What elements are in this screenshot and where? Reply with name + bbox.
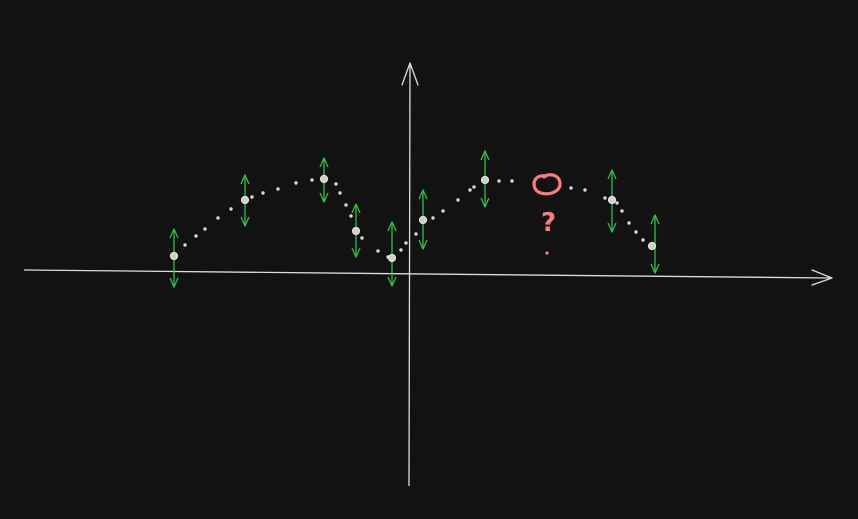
curve-dot [431, 216, 435, 220]
error-arrow-head-down [607, 222, 617, 233]
error-arrow-head-down [418, 239, 428, 250]
curve-dot [310, 178, 314, 182]
error-arrow-head-up [387, 221, 397, 232]
curve-dot [545, 251, 549, 255]
sample-point [418, 215, 428, 225]
curve-dot [510, 179, 514, 183]
curve-dot [414, 232, 418, 236]
error-arrow-head-down [387, 276, 397, 287]
error-arrow-head-down [650, 263, 660, 274]
curve-dot [183, 243, 187, 247]
curve-dot [194, 234, 198, 238]
error-arrow-head-down [240, 216, 250, 227]
sample-point [169, 251, 179, 261]
curve-dot [294, 181, 298, 185]
curve-dot [615, 201, 619, 205]
curve-dot [261, 191, 265, 195]
error-arrow-head-down [351, 247, 361, 258]
curve-dot [497, 179, 501, 183]
curve-dot [603, 196, 607, 200]
curve-dot [641, 238, 645, 242]
curve-dot [634, 230, 638, 234]
curve-dot [441, 209, 445, 213]
sample-point [647, 241, 657, 251]
curve-dot [338, 191, 342, 195]
query-circle [532, 173, 562, 196]
curve-dot [456, 198, 460, 202]
error-arrow-head-up [650, 214, 660, 225]
curve-dot [216, 216, 220, 220]
x-axis [23, 269, 831, 279]
curve-dot [360, 236, 364, 240]
curve-dot [472, 185, 476, 189]
error-arrow-head-up [169, 228, 179, 239]
sample-points [169, 174, 657, 263]
sample-point [240, 195, 250, 205]
y-axis [408, 63, 411, 487]
curve-dot [376, 249, 380, 253]
query-annotation: ? [532, 173, 562, 238]
error-arrow-head-up [480, 150, 490, 161]
curve-dot [583, 188, 587, 192]
error-arrow-head-up [240, 174, 250, 185]
curve-dot [468, 188, 472, 192]
curve-dot [399, 248, 403, 252]
sample-point [319, 174, 329, 184]
curve-dot [404, 241, 408, 245]
error-arrow-head-down [319, 192, 329, 203]
curve-dot [334, 182, 338, 186]
curve-dot [203, 227, 207, 231]
y-axis-arrowhead [401, 62, 419, 86]
sample-point [387, 253, 397, 263]
sample-point [480, 175, 490, 185]
error-bars [169, 150, 660, 288]
dotted-curve [183, 178, 645, 259]
curve-dot [627, 221, 631, 225]
curve-dot [569, 186, 573, 190]
curve-dot [250, 195, 254, 199]
error-arrow-head-up [351, 203, 361, 214]
x-axis-arrowhead [811, 269, 833, 286]
error-arrow-head-down [169, 277, 179, 288]
question-mark: ? [541, 208, 556, 238]
error-arrow-head-down [480, 197, 490, 208]
curve-dot [344, 203, 348, 207]
curve-dot [276, 187, 280, 191]
axes [23, 62, 833, 487]
sample-point [351, 226, 361, 236]
sample-point [607, 195, 617, 205]
curve-dot [620, 209, 624, 213]
curve-dot [349, 214, 353, 218]
error-arrow-head-up [418, 189, 428, 200]
error-arrow-head-up [319, 157, 329, 168]
error-arrow-head-up [607, 169, 617, 180]
curve-dot [229, 207, 233, 211]
